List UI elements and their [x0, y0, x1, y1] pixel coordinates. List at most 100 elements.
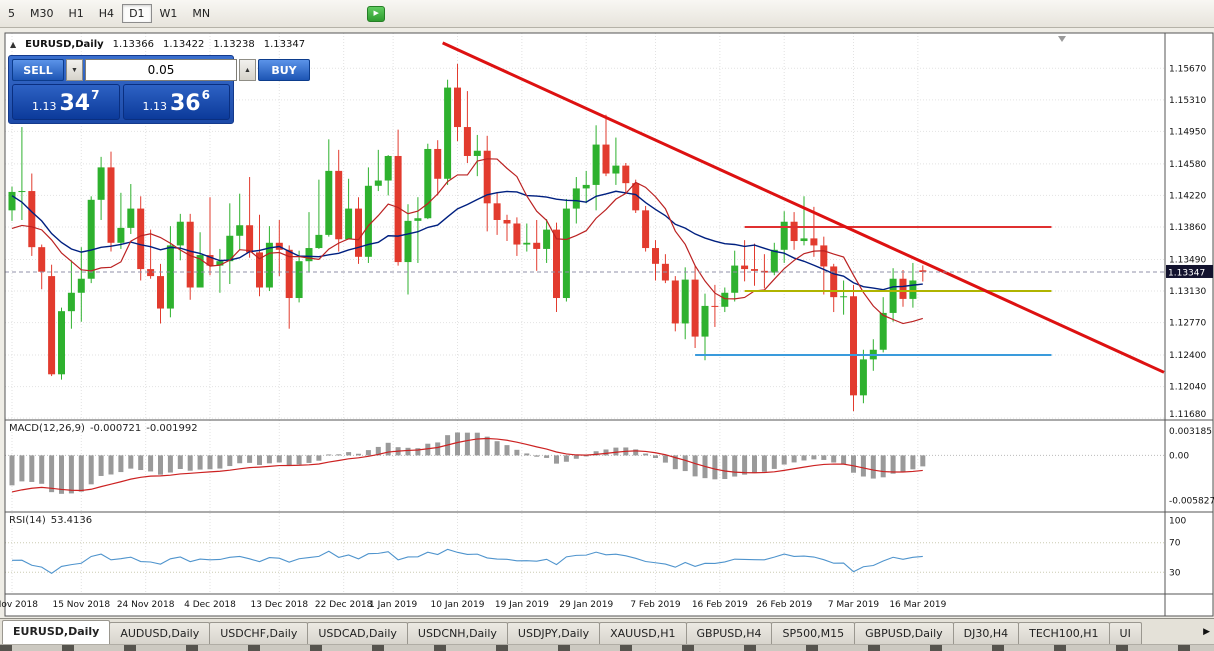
svg-text:24 Nov 2018: 24 Nov 2018	[117, 600, 175, 610]
macd-histogram-bar	[880, 455, 886, 478]
candle-body	[533, 242, 541, 249]
price-chart-canvas[interactable]: 1.15670 1.15310 1.14950 1.14580 1.14220 1.138…	[0, 28, 1214, 618]
svg-text:1.13490: 1.13490	[1169, 255, 1206, 265]
macd-signal-value: -0.001992	[146, 423, 198, 434]
macd-histogram-bar	[425, 443, 431, 456]
volume-input[interactable]	[85, 59, 237, 81]
macd-histogram-bar	[29, 455, 35, 482]
candle-body	[820, 245, 828, 267]
current-price-badge	[1166, 264, 1213, 278]
svg-text:1 Jan 2019: 1 Jan 2019	[369, 600, 417, 610]
macd-histogram-bar	[682, 455, 688, 472]
triangle-down-icon: ▼	[71, 66, 78, 74]
macd-histogram-bar	[583, 455, 589, 457]
chart-tab-audusd-daily[interactable]: AUDUSD,Daily	[109, 622, 211, 644]
timeframe-button-d1[interactable]: D1	[122, 4, 152, 23]
bottom-scrollbar[interactable]	[0, 644, 1214, 651]
rsi-panel	[5, 542, 1165, 574]
chart-tab-usdchf-daily[interactable]: USDCHF,Daily	[209, 622, 309, 644]
chart-tab-eurusd-daily[interactable]: EURUSD,Daily	[2, 620, 111, 644]
timeframe-button-5[interactable]: 5	[1, 4, 22, 23]
svg-text:1.14580: 1.14580	[1169, 160, 1206, 170]
candle-body	[246, 225, 254, 253]
candle-body	[117, 227, 125, 243]
macd-histogram-bar	[563, 455, 569, 462]
macd-histogram-bar	[455, 432, 460, 456]
collapse-panel-icon[interactable]: ▲	[10, 40, 17, 49]
macd-signal-line	[11, 437, 923, 493]
macd-histogram-bar	[326, 454, 332, 456]
chart-tab-xauusd-h1[interactable]: XAUUSD,H1	[599, 622, 687, 644]
macd-histogram-bar	[375, 446, 381, 456]
svg-text:-0.005827: -0.005827	[1169, 496, 1214, 506]
candle-body	[48, 276, 56, 375]
buy-button[interactable]: BUY	[258, 59, 310, 81]
candle-body	[523, 242, 531, 245]
macd-histogram-bar	[662, 455, 668, 463]
candle-body	[612, 165, 620, 174]
candle-body	[28, 191, 36, 248]
macd-histogram-bar	[217, 455, 223, 469]
chart-tab-gbpusd-h4[interactable]: GBPUSD,H4	[685, 622, 773, 644]
candle-body	[256, 252, 263, 288]
chart-tab-tech100-h1[interactable]: TECH100,H1	[1018, 622, 1110, 644]
tab-scroll-right-icon[interactable]: ▶	[1203, 627, 1210, 637]
timeframe-button-h4[interactable]: H4	[92, 4, 121, 23]
macd-histogram-bar	[177, 455, 183, 469]
macd-histogram-bar	[771, 455, 777, 469]
candle-body	[285, 249, 293, 299]
chart-tab-usdcad-daily[interactable]: USDCAD,Daily	[307, 622, 408, 644]
chart-tab-sp500-m15[interactable]: SP500,M15	[771, 622, 856, 644]
rsi-indicator-label: RSI(14) 53.4136	[9, 515, 92, 526]
chart-tab-dj30-h4[interactable]: DJ30,H4	[952, 622, 1020, 644]
macd-histogram-bar	[474, 432, 480, 456]
svg-text:1.14950: 1.14950	[1169, 127, 1206, 137]
macd-histogram-bar	[316, 455, 322, 461]
chart-tab-list: EURUSD,Daily AUDUSD,Daily USDCHF,Daily USDC…	[2, 619, 1214, 644]
macd-histogram-bar	[59, 455, 64, 494]
svg-text:1.12040: 1.12040	[1169, 383, 1206, 393]
macd-histogram-bar	[108, 455, 114, 475]
svg-text:1.14220: 1.14220	[1169, 191, 1206, 201]
timeframe-button-m30[interactable]: M30	[23, 4, 61, 23]
macd-histogram-bar	[49, 455, 55, 493]
volume-increase-button[interactable]: ▲	[239, 59, 256, 81]
low-value: 1.13238	[213, 39, 255, 50]
macd-histogram-bar	[415, 448, 421, 456]
svg-text:1.15670: 1.15670	[1169, 64, 1206, 74]
svg-text:29 Jan 2019: 29 Jan 2019	[559, 600, 613, 610]
macd-histogram-bar	[346, 452, 352, 456]
macd-histogram-bar	[68, 455, 74, 494]
timeframe-button-w1[interactable]: W1	[153, 4, 185, 23]
buy-price-display[interactable]: 1.13 36 6	[122, 84, 230, 120]
macd-histogram-bar	[603, 449, 609, 456]
chart-tab-usdjpy-daily[interactable]: USDJPY,Daily	[506, 622, 601, 644]
chart-tab-gbpusd-daily[interactable]: GBPUSD,Daily	[854, 622, 954, 644]
sell-button[interactable]: SELL	[12, 59, 64, 81]
candle-body	[701, 305, 709, 337]
macd-histogram-bar	[296, 455, 302, 465]
timeframe-button-mn[interactable]: MN	[185, 4, 217, 23]
trendline[interactable]	[442, 41, 1165, 374]
macd-histogram-bar	[860, 455, 866, 477]
macd-histogram-bar	[653, 455, 658, 459]
candle-body	[345, 208, 353, 240]
candle-body	[493, 203, 501, 220]
chart-shift-marker-icon[interactable]	[1058, 36, 1066, 42]
algo-trading-icon[interactable]: ▶	[367, 5, 386, 22]
play-icon: ▶	[373, 10, 379, 17]
macd-histogram-bar	[78, 455, 84, 492]
timeframe-button-h1[interactable]: H1	[62, 4, 91, 23]
open-value: 1.13366	[112, 39, 155, 50]
macd-histogram-bar	[573, 455, 579, 459]
macd-histogram-bar	[633, 449, 639, 456]
volume-decrease-button[interactable]: ▼	[66, 59, 83, 81]
macd-histogram-bar	[494, 441, 500, 456]
macd-histogram-bar	[227, 455, 233, 467]
chart-tab-ui[interactable]: UI	[1108, 622, 1142, 644]
timeframe-button-group: 5 M30 H1 H4 D1 W1 MN	[1, 4, 217, 23]
chart-tab-usdcnh-daily[interactable]: USDCNH,Daily	[406, 622, 508, 644]
sell-price-display[interactable]: 1.13 34 7	[12, 84, 120, 120]
ma-fast-line	[11, 158, 923, 325]
